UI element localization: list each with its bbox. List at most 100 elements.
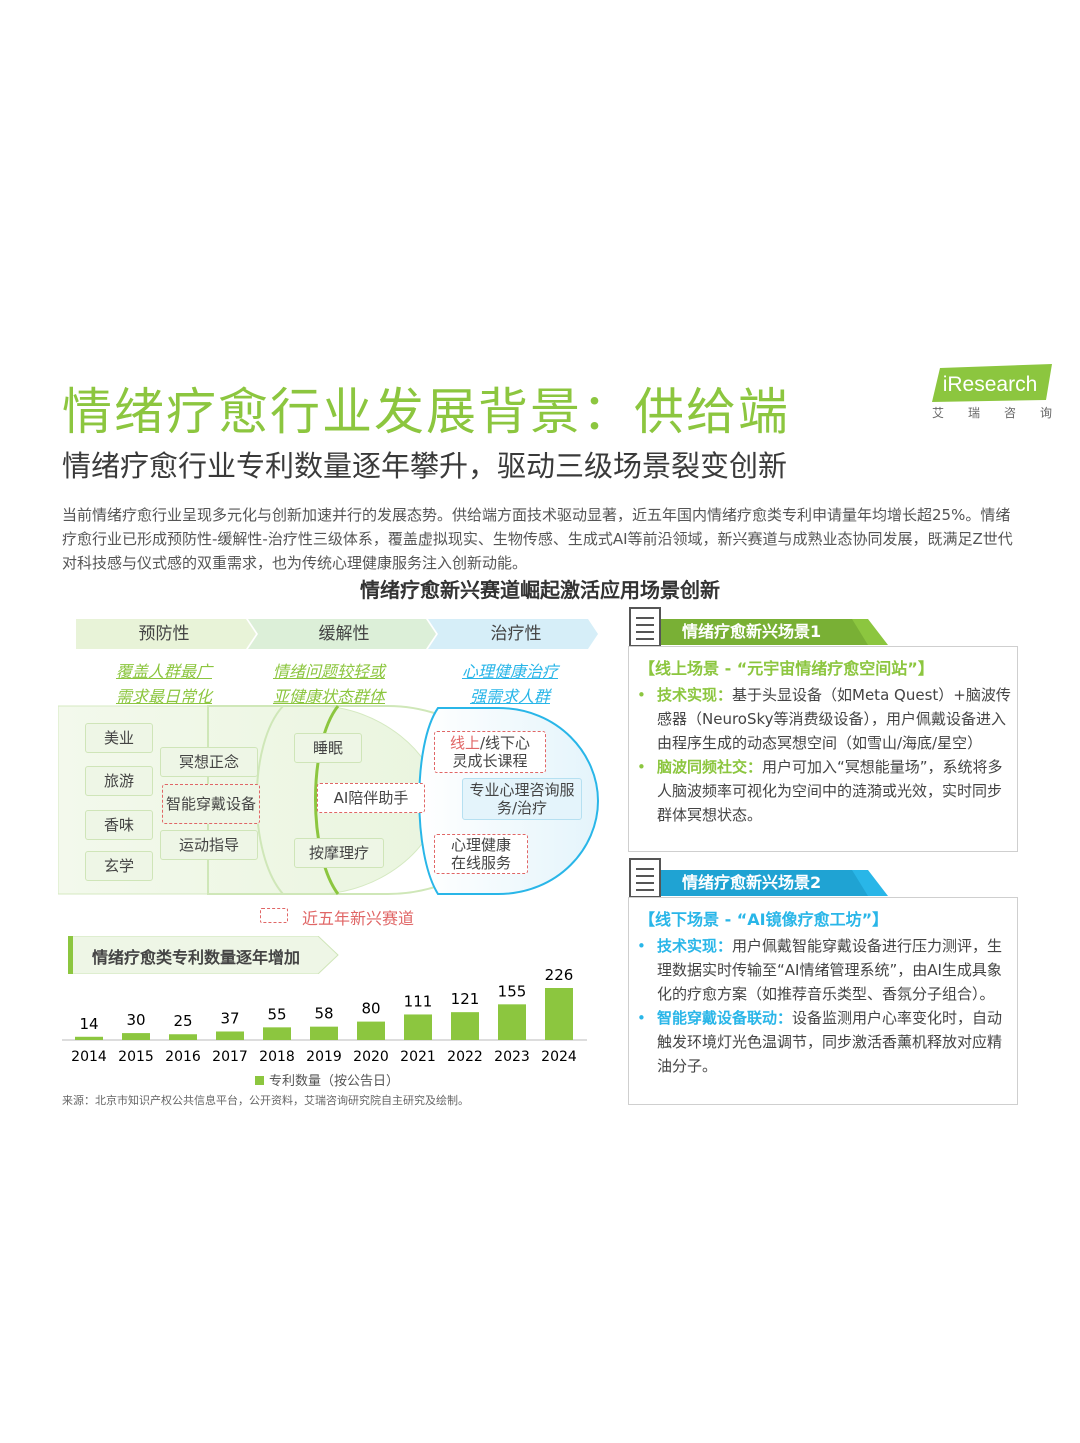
bar-value-2024: 226 [545, 966, 574, 984]
page-subtitle: 情绪疗愈行业专利数量逐年攀升，驱动三级场景裂变创新 [62, 449, 788, 483]
bar-2017 [216, 1031, 244, 1040]
tag-growth-offline: /线下心 [479, 734, 531, 752]
goal-relieving-1: 情绪问题较轻或 [272, 662, 385, 681]
x-tick-2017: 2017 [212, 1049, 248, 1065]
scene1-item-1-text: 基于头显设备（如Meta Quest）+脑波传感器（NeuroSky等消费级设备… [657, 686, 1011, 752]
goal-preventive-1: 覆盖人群最广 [115, 662, 212, 681]
phase-relieving: 缓解性 [318, 624, 370, 644]
x-tick-2023: 2023 [494, 1049, 530, 1065]
bar-value-2019: 58 [314, 1005, 333, 1023]
bar-2015 [122, 1033, 150, 1040]
scene2-item-1-key: 技术实现： [657, 937, 733, 955]
logo-cn-2: 瑞 [967, 406, 980, 420]
bar-legend-swatch [255, 1076, 264, 1085]
x-tick-2014: 2014 [71, 1049, 107, 1065]
bar-legend-label: 专利数量（按公告日） [269, 1074, 400, 1089]
scene2-item-1-text: 用户佩戴智能穿戴设备进行压力测评，生理数据实时传输至“AI情绪管理系统”，由AI… [657, 937, 1003, 1003]
bar-2022 [451, 1012, 479, 1040]
bar-value-2023: 155 [498, 982, 527, 1000]
x-tick-2018: 2018 [259, 1049, 295, 1065]
legend-dashed-label: 近五年新兴赛道 [302, 909, 415, 928]
tag-growth-course-label: 灵成长课程 [452, 752, 528, 770]
legend-dashed-swatch [260, 908, 288, 923]
x-tick-2016: 2016 [165, 1049, 201, 1065]
section-title: 情绪疗愈新兴赛道崛起激活应用场景创新 [360, 578, 720, 602]
tag-wearables: 智能穿戴设备 [162, 784, 260, 824]
scene2-panel: 【线下场景 - “AI镜像疗愈工坊”】 • 技术实现：用户佩戴智能穿戴设备进行压力… [628, 897, 1018, 1105]
bar-value-2016: 25 [173, 1012, 192, 1030]
scene2-item-2: • 智能穿戴设备联动：设备监测用户心率变化时，自动触发环境灯光色温调节，同步激活香… [637, 1009, 1003, 1075]
tag-exercise: 运动指导 [160, 830, 258, 860]
page-title: 情绪疗愈行业发展背景：供给端 [62, 383, 790, 441]
scene2-tab-bg [652, 870, 888, 896]
bar-2014 [75, 1036, 103, 1040]
x-tick-2020: 2020 [353, 1049, 389, 1065]
bar-value-2022: 121 [451, 990, 480, 1008]
tag-growth-course: 线上/线下心 灵成长课程 [434, 731, 546, 773]
scene2-heading: 【线下场景 - “AI镜像疗愈工坊”】 [639, 910, 889, 929]
scene1-item-2-key: 脑波同频社交： [657, 758, 763, 776]
tag-meditation: 冥想正念 [160, 747, 258, 777]
phase-therapeutic: 治疗性 [490, 624, 542, 644]
logo-cn-1: 艾 [932, 406, 945, 420]
scene1-panel: 【线上场景 - “元宇宙情绪疗愈空间站”】 • 技术实现：基于头显设备（如Meta… [628, 646, 1018, 852]
bar-value-2020: 80 [361, 1000, 380, 1018]
logo-text: iResearch [943, 373, 1038, 396]
goal-relieving-2: 亚健康状态群体 [272, 687, 385, 706]
scene1-item-2: • 脑波同频社交：用户可加入“冥想能量场”，系统将多人脑波频率可视化为空间中的涟漪… [637, 758, 1003, 824]
patent-banner-label: 情绪疗愈类专利数量逐年增加 [92, 948, 301, 967]
tag-metaphysics: 玄学 [85, 851, 153, 881]
bar-2019 [310, 1026, 338, 1040]
document-icon-2 [629, 858, 661, 898]
phase-preventive: 预防性 [138, 624, 190, 644]
tag-fragrance: 香味 [85, 810, 153, 840]
x-tick-2022: 2022 [447, 1049, 483, 1065]
bar-value-2021: 111 [404, 992, 433, 1010]
iresearch-logo: iResearch [932, 364, 1052, 402]
tag-sleep: 睡眠 [294, 733, 362, 763]
scene2-tab: 情绪疗愈新兴场景2 [682, 873, 822, 892]
scene1-tab: 情绪疗愈新兴场景1 [682, 622, 822, 641]
tag-massage: 按摩理疗 [294, 838, 384, 868]
x-tick-2024: 2024 [541, 1049, 577, 1065]
bar-value-2017: 37 [220, 1009, 239, 1027]
bar-2023 [498, 1004, 526, 1040]
goal-therapeutic-2: 强需求人群 [469, 687, 550, 706]
x-tick-2019: 2019 [306, 1049, 342, 1065]
x-tick-2015: 2015 [118, 1049, 154, 1065]
scene2-item-2-key: 智能穿戴设备联动： [657, 1009, 793, 1027]
patent-bar-chart: 14 2014 30 2015 25 2016 37 2017 55 2018 58 2019 80 20… [62, 966, 587, 1065]
scene1-item-2-text: 用户可加入“冥想能量场”，系统将多人脑波频率可视化为空间中的涟漪或光效，实时同步… [657, 758, 1003, 824]
scene2-item-1: • 技术实现：用户佩戴智能穿戴设备进行压力测评，生理数据实时传输至“AI情绪管理系… [637, 937, 1003, 1003]
patent-banner [68, 936, 339, 974]
bar-2016 [169, 1034, 197, 1040]
bar-value-2015: 30 [126, 1011, 145, 1029]
tag-counseling: 专业心理咨询服务/治疗 [462, 778, 582, 820]
x-tick-2021: 2021 [400, 1049, 436, 1065]
logo-cn: 艾 瑞 咨 询 [932, 404, 1052, 421]
scene1-item-1: • 技术实现：基于头显设备（如Meta Quest）+脑波传感器（NeuroSky… [637, 686, 1011, 752]
phase-arrows [76, 619, 598, 649]
tag-ai-companion: AI陪伴助手 [317, 783, 425, 813]
scene2-item-2-text: 设备监测用户心率变化时，自动触发环境灯光色温调节，同步激活香薰机释放对应精油分子… [657, 1009, 1003, 1075]
source-note: 来源：北京市知识产权公共信息平台，公开资料，艾瑞咨询研究院自主研究及绘制。 [62, 1094, 469, 1107]
intro-paragraph: 当前情绪疗愈行业呈现多元化与创新加速并行的发展态势。供给端方面技术驱动显著，近五… [62, 506, 1013, 572]
tag-online-mental: 心理健康在线服务 [434, 834, 528, 874]
scene1-tab-bg [652, 619, 888, 645]
logo-cn-4: 询 [1039, 406, 1052, 420]
goal-therapeutic-1: 心理健康治疗 [461, 662, 558, 681]
bar-value-2014: 14 [79, 1015, 98, 1033]
bar-value-2018: 55 [267, 1005, 286, 1023]
bar-2018 [263, 1027, 291, 1040]
goal-preventive-2: 需求最日常化 [115, 687, 212, 706]
bar-2020 [357, 1021, 385, 1040]
scene1-item-1-key: 技术实现： [657, 686, 733, 704]
tag-beauty: 美业 [85, 723, 153, 753]
bar-2024 [545, 988, 573, 1040]
tag-travel: 旅游 [85, 766, 153, 796]
bar-legend: 专利数量（按公告日） [255, 1070, 399, 1089]
scene1-heading: 【线上场景 - “元宇宙情绪疗愈空间站”】 [639, 659, 934, 678]
logo-cn-3: 咨 [1003, 406, 1016, 420]
tag-growth-online: 线上 [449, 734, 480, 752]
bar-2021 [404, 1014, 432, 1040]
